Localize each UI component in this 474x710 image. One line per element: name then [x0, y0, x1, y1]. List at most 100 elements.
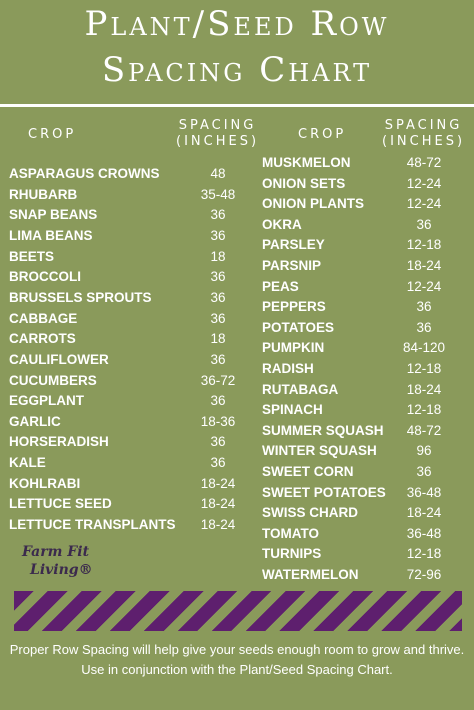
crop-spacing: 36 [210, 227, 226, 243]
crop-name: SNAP BEANS [9, 207, 98, 223]
crop-name: CABBAGE [9, 310, 78, 326]
farm-fit-living-logo: Farm Fit Living® [22, 543, 93, 579]
left-spacing-header-line1: SPACING [178, 118, 257, 133]
purple-stripe-banner [14, 591, 462, 631]
crop-name: ASPARAGUS CROWNS [9, 166, 160, 181]
right-crop-row: MUSKMELON 48-72 [262, 153, 441, 173]
crop-spacing: 12-24 [406, 278, 442, 294]
right-crop-header: CROP [298, 127, 347, 142]
logo-line1: Farm Fit [22, 544, 90, 560]
crop-spacing: 18-24 [406, 258, 442, 273]
crop-spacing: 36 [210, 269, 226, 285]
right-crop-row: PARSNIP 18-24 [262, 256, 441, 276]
crop-spacing: 18 [210, 331, 226, 347]
left-crop-row: BRUSSELS SPROUTS 36 [9, 288, 226, 308]
left-crop-row: CABBAGE 36 [9, 309, 226, 329]
crop-name: CUCUMBERS [9, 372, 97, 388]
left-crop-row: EGGPLANT 36 [9, 391, 226, 411]
chart-title-line2: Spacing Chart [101, 50, 373, 90]
right-crop-row: TOMATO 36-48 [262, 524, 441, 544]
crop-spacing: 36 [210, 434, 226, 450]
crop-spacing: 96 [416, 443, 432, 459]
left-crop-row: SNAP BEANS 36 [9, 205, 226, 225]
crop-name: SWISS CHARD [262, 505, 359, 521]
crop-spacing: 12-24 [406, 175, 442, 191]
crop-name: CAULIFLOWER [9, 351, 109, 367]
crop-name: SUMMER SQUASH [262, 422, 384, 438]
crop-spacing: 12-18 [406, 402, 442, 418]
crop-name: MUSKMELON [262, 155, 351, 170]
left-crop-row: LIMA BEANS 36 [9, 226, 226, 246]
right-crop-row: WINTER SQUASH 96 [262, 441, 432, 461]
left-crop-row: BEETS 18 [9, 247, 226, 267]
crop-name: BROCCOLI [9, 269, 81, 285]
crop-spacing: 36 [210, 207, 226, 223]
right-crop-row: PEPPERS 36 [262, 297, 432, 317]
crop-name: PARSNIP [262, 258, 322, 273]
crop-spacing: 36-48 [406, 525, 442, 541]
right-spacing-header-line1: SPACING [384, 118, 463, 133]
right-crop-row: TURNIPS 12-18 [262, 544, 441, 564]
crop-name: OKRA [262, 216, 302, 232]
crop-name: HORSERADISH [9, 434, 109, 450]
right-crop-row: SUMMER SQUASH 48-72 [262, 421, 441, 441]
crop-spacing: 18-24 [200, 475, 236, 491]
crop-spacing: 36 [416, 299, 432, 315]
right-crop-row: SWEET POTATOES 36-48 [262, 483, 441, 503]
crop-name: POTATOES [262, 319, 335, 335]
crop-spacing: 48-72 [406, 155, 442, 170]
crop-spacing: 36 [210, 455, 226, 471]
crop-name: PEPPERS [262, 299, 326, 315]
crop-name: SWEET CORN [262, 464, 354, 479]
crop-name: KOHLRABI [9, 475, 81, 491]
right-crop-row: PEAS 12-24 [262, 277, 441, 297]
footer-note: Proper Row Spacing will help give your s… [9, 642, 465, 677]
crop-name: LIMA BEANS [9, 227, 93, 243]
crop-name: PARSLEY [262, 237, 325, 253]
right-crop-row: PARSLEY 12-18 [262, 235, 441, 255]
right-crop-row: POTATOES 36 [262, 318, 432, 338]
left-spacing-header: SPACING (INCHES) [176, 118, 259, 150]
crop-spacing: 36 [210, 310, 226, 326]
crop-name: EGGPLANT [9, 393, 85, 409]
crop-spacing: 18-24 [200, 517, 236, 533]
crop-name: PEAS [262, 278, 299, 294]
crop-name: LETTUCE SEED [9, 496, 112, 512]
crop-name: TURNIPS [262, 546, 322, 562]
crop-name: LETTUCE TRANSPLANTS [9, 517, 176, 533]
left-crop-row: GARLIC 18-36 [9, 412, 235, 432]
left-crop-row: CUCUMBERS 36-72 [9, 371, 235, 391]
crop-spacing: 18-24 [406, 505, 442, 521]
right-crop-row: WATERMELON 72-96 [262, 565, 441, 585]
crop-spacing: 36-48 [406, 484, 442, 500]
right-crop-row: ONION PLANTS 12-24 [262, 194, 441, 214]
left-spacing-header-line2: (INCHES) [176, 134, 260, 149]
crop-name: GARLIC [9, 413, 61, 429]
crop-name: KALE [9, 455, 46, 471]
crop-spacing: 48-72 [406, 422, 442, 438]
crop-name: SWEET POTATOES [262, 484, 386, 500]
crop-spacing: 72-96 [406, 567, 442, 582]
right-crop-row: SWEET CORN 36 [262, 462, 432, 482]
crop-spacing: 84-120 [402, 340, 446, 356]
crop-spacing: 12-18 [406, 237, 442, 253]
right-crop-row: OKRA 36 [262, 215, 432, 235]
left-crop-row: LETTUCE SEED 18-24 [9, 494, 235, 514]
left-crop-row: CARROTS 18 [9, 329, 226, 349]
crop-spacing: 18-36 [200, 413, 236, 429]
right-spacing-header: SPACING (INCHES) [382, 118, 465, 150]
crop-spacing: 36 [416, 216, 432, 232]
crop-spacing: 36 [416, 319, 432, 335]
left-crop-row: KALE 36 [9, 453, 226, 473]
crop-spacing: 18 [210, 248, 226, 264]
crop-name: WATERMELON [262, 567, 359, 582]
crop-name: ONION SETS [262, 175, 346, 191]
title-divider [0, 104, 474, 107]
right-crop-row: RUTABAGA 18-24 [262, 380, 441, 400]
left-crop-row: LETTUCE TRANSPLANTS 18-24 [9, 515, 235, 535]
chart-title-line1: Plant/Seed Row [84, 4, 390, 44]
crop-name: SPINACH [262, 402, 323, 418]
crop-spacing: 48 [210, 166, 226, 181]
crop-spacing: 36 [210, 351, 226, 367]
crop-name: CARROTS [9, 331, 76, 347]
